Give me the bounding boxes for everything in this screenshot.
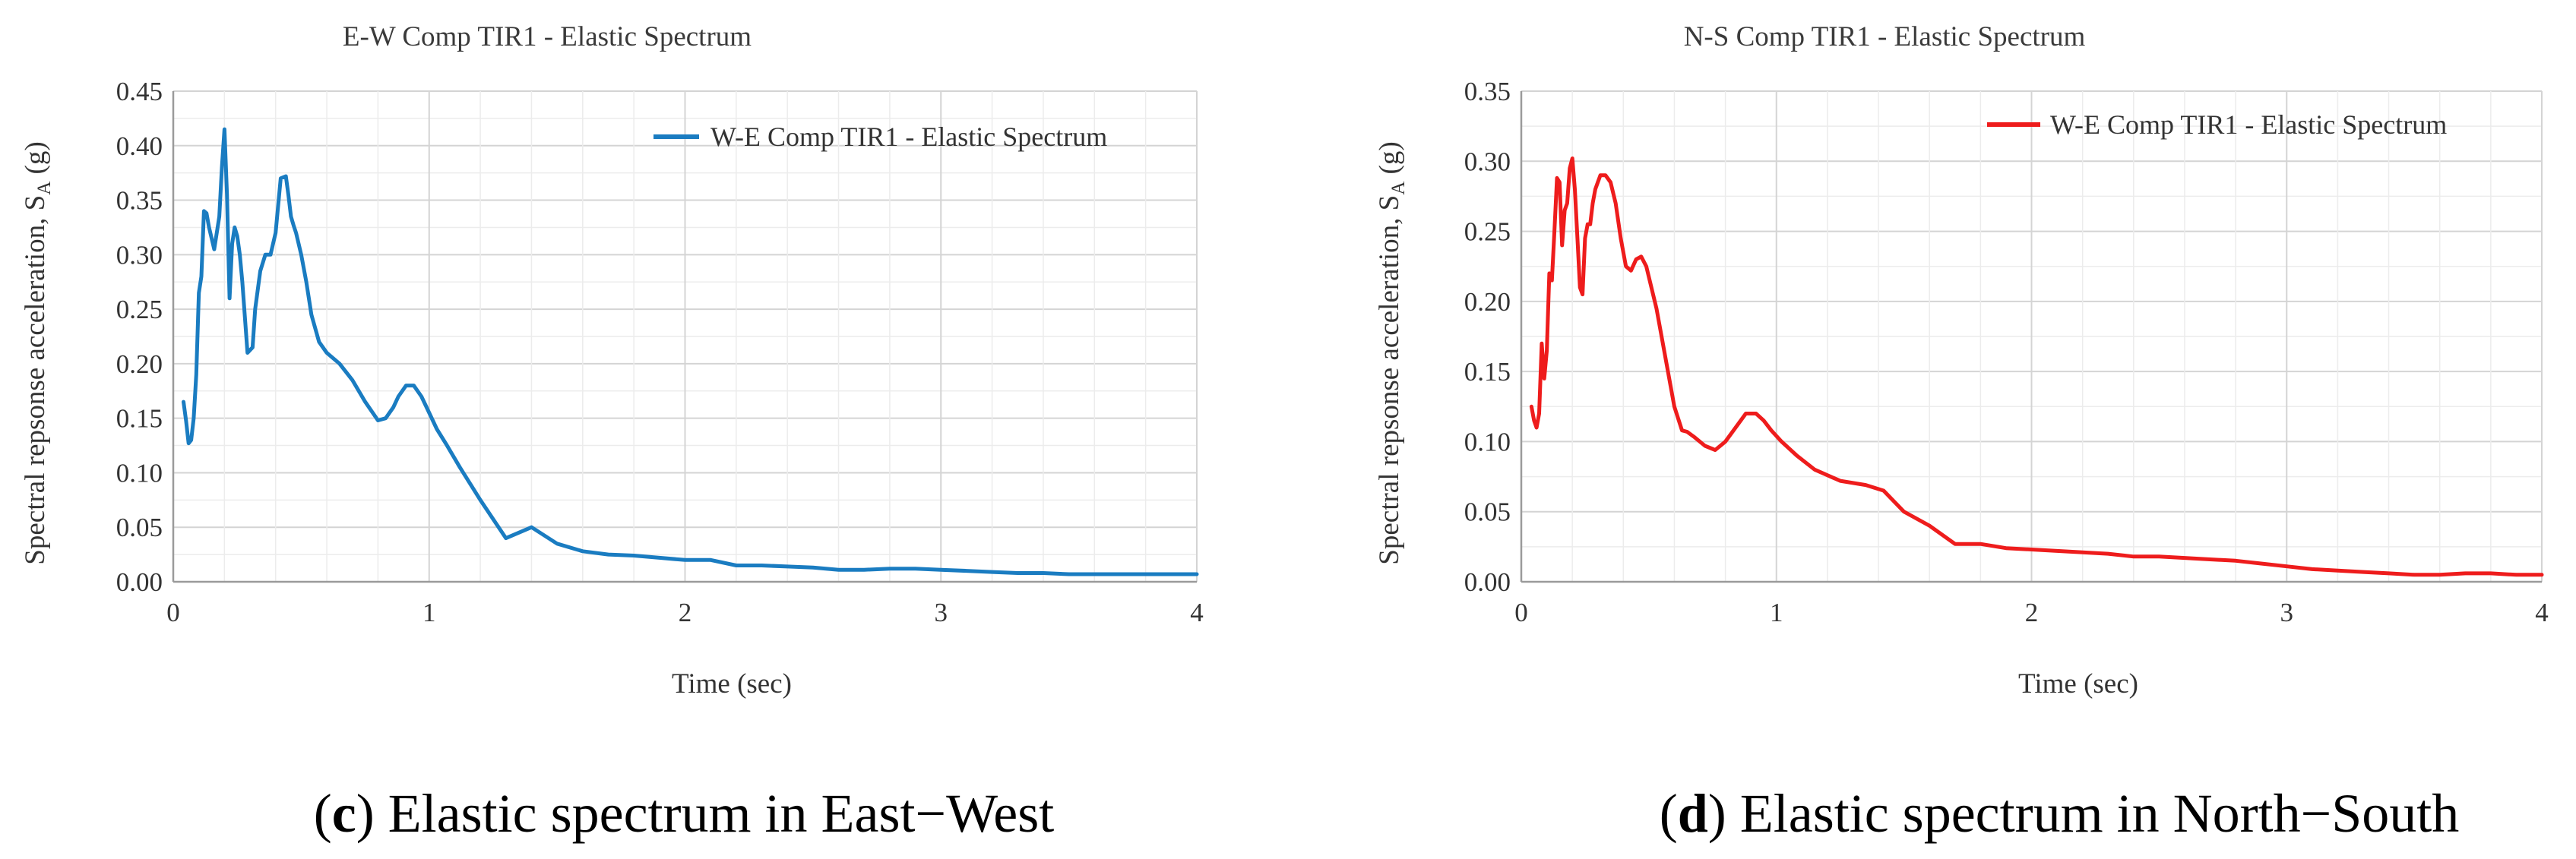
y-axis-label-unit: (g): [20, 141, 51, 181]
y-tick-label: 0.15: [116, 404, 163, 434]
legend: W-E Comp TIR1 - Elastic Spectrum: [1987, 109, 2447, 140]
legend: W-E Comp TIR1 - Elastic Spectrum: [653, 122, 1107, 152]
y-tick-label: 0.10: [116, 458, 163, 488]
chart-panel-north-south: N-S Comp TIR1 - Elastic Spectrum 0.000.0…: [1374, 21, 2549, 844]
x-tick-label: 3: [935, 598, 948, 627]
y-axis-label-main: Spectral repsonse acceleration, S: [20, 195, 51, 565]
x-tick-label: 1: [422, 598, 436, 627]
x-tick-label: 2: [679, 598, 692, 627]
x-tick-label: 3: [2280, 598, 2294, 627]
y-tick-label: 0.30: [1464, 147, 1511, 176]
caption-letter: c: [332, 783, 356, 844]
chart-panel-east-west: E-W Comp TIR1 - Elastic Spectrum 0.000.0…: [20, 21, 1204, 844]
y-tick-label: 0.20: [1464, 287, 1511, 317]
y-axis-label-subscript: A: [1388, 182, 1409, 195]
y-tick-label: 0.25: [1464, 217, 1511, 247]
caption-text: ) Elastic spectrum in East−West: [356, 783, 1055, 844]
y-axis-label-unit: (g): [1374, 141, 1405, 181]
y-axis-label-main: Spectral repsonse acceleration, S: [1374, 195, 1405, 565]
y-tick-label: 0.05: [1464, 497, 1511, 527]
caption: (d) Elastic spectrum in North−South: [1660, 783, 2459, 844]
caption-text: ) Elastic spectrum in North−South: [1708, 783, 2459, 844]
y-tick-label: 0.35: [116, 186, 163, 216]
y-tick-label: 0.20: [116, 349, 163, 379]
series-line-ew: [182, 127, 1199, 576]
gridlines: [1521, 90, 2543, 583]
y-axis-label-subscript: A: [34, 182, 55, 195]
axes: [172, 91, 1197, 583]
y-tick-label: 0.30: [116, 240, 163, 270]
y-tick-label: 0.35: [1464, 77, 1511, 106]
x-tick-label: 0: [166, 598, 180, 627]
chart-title: E-W Comp TIR1 - Elastic Spectrum: [343, 21, 752, 52]
y-tick-label: 0.00: [116, 567, 163, 597]
caption-letter: d: [1678, 783, 1708, 844]
y-axis-label: Spectral repsonse acceleration, SA (g): [1374, 141, 1409, 564]
legend-label: W-E Comp TIR1 - Elastic Spectrum: [710, 122, 1107, 152]
x-tick-label: 4: [2535, 598, 2549, 627]
x-axis-label: Time (sec): [672, 668, 792, 700]
x-tick-label: 2: [2025, 598, 2039, 627]
y-tick-label: 0.05: [116, 513, 163, 542]
caption: (c) Elastic spectrum in East−West: [314, 783, 1055, 844]
y-tick-labels: 0.00 0.05 0.10 0.15 0.20 0.25 0.30 0.35 0.40 0.45: [116, 77, 163, 597]
y-tick-label: 0.40: [116, 131, 163, 161]
legend-label: W-E Comp TIR1 - Elastic Spectrum: [2050, 109, 2447, 140]
y-tick-label: 0.15: [1464, 357, 1511, 387]
axes: [1520, 91, 2542, 583]
series-line-ns: [1529, 156, 2544, 577]
x-axis-label: Time (sec): [2018, 668, 2138, 700]
x-tick-label: 0: [1514, 598, 1528, 627]
y-tick-labels: 0.00 0.05 0.10 0.15 0.20 0.25 0.30 0.35: [1464, 77, 1511, 597]
x-tick-labels: 0 1 2 3 4: [166, 598, 1204, 627]
x-tick-label: 1: [1770, 598, 1783, 627]
x-tick-label: 4: [1190, 598, 1204, 627]
y-tick-label: 0.10: [1464, 427, 1511, 456]
y-tick-label: 0.00: [1464, 567, 1511, 597]
y-tick-label: 0.25: [116, 295, 163, 324]
x-tick-labels: 0 1 2 3 4: [1514, 598, 2549, 627]
gridlines: [172, 90, 1198, 583]
y-tick-label: 0.45: [116, 77, 163, 106]
y-axis-label: Spectral repsonse acceleration, SA (g): [20, 141, 55, 564]
chart-title: N-S Comp TIR1 - Elastic Spectrum: [1684, 21, 2086, 52]
